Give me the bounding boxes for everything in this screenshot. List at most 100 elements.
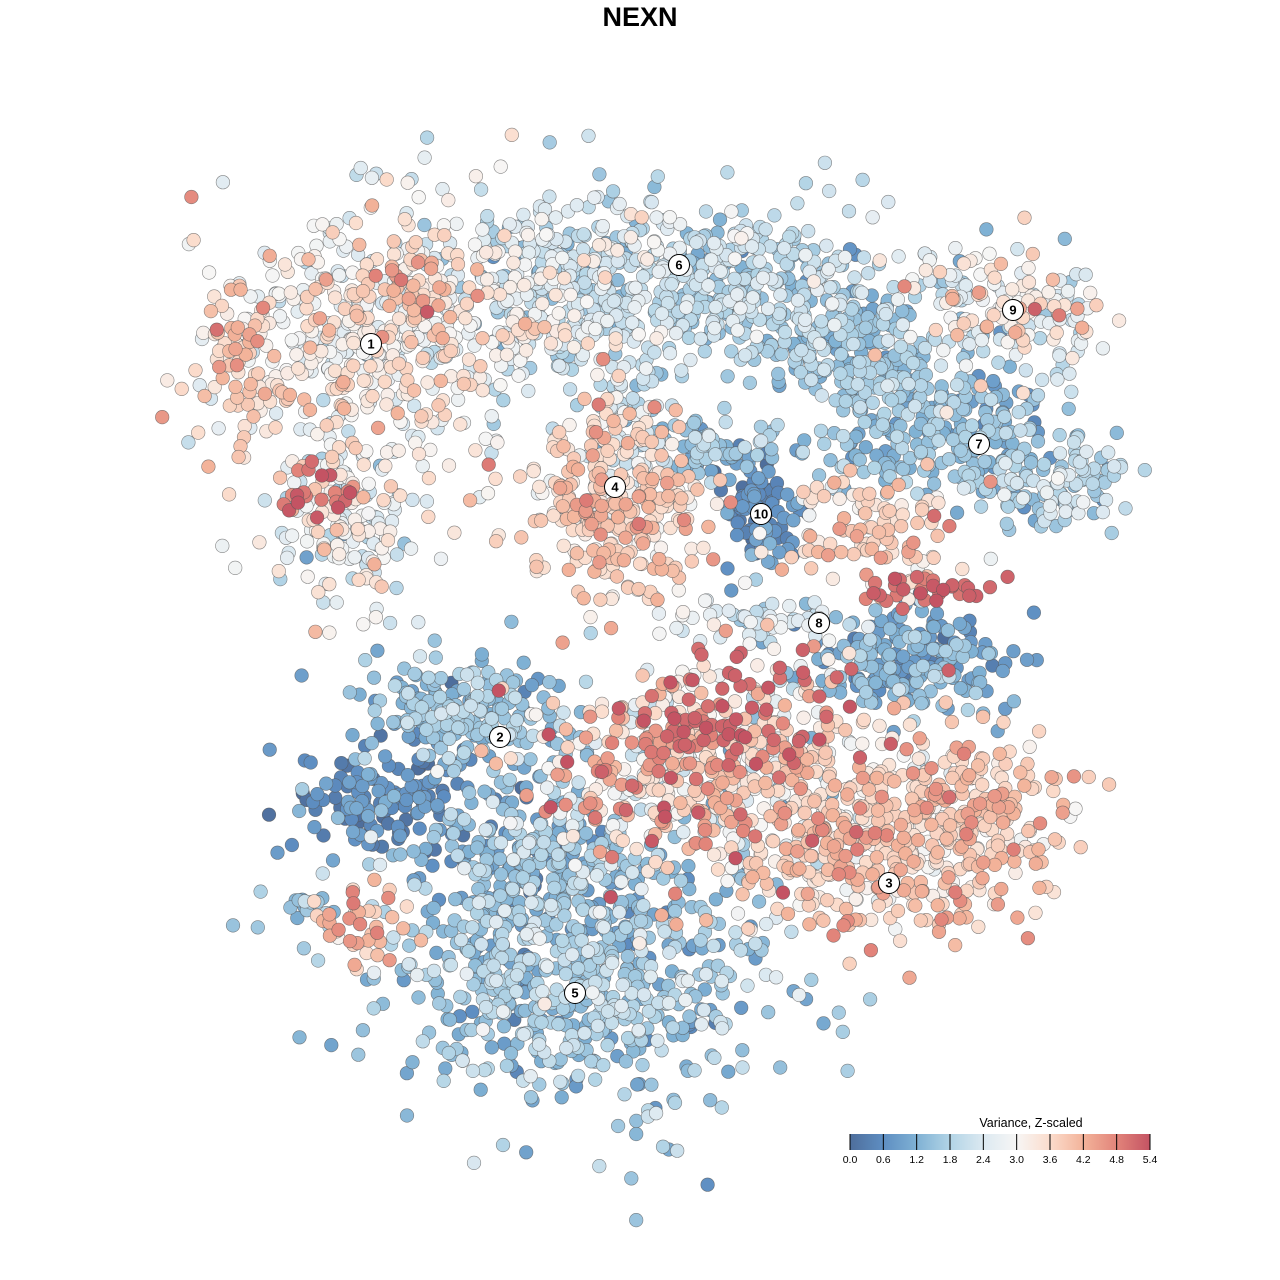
data-point bbox=[893, 339, 908, 354]
data-point bbox=[401, 686, 416, 701]
data-point bbox=[600, 313, 615, 329]
data-point bbox=[889, 429, 905, 444]
data-point bbox=[1009, 476, 1025, 491]
data-point bbox=[926, 641, 941, 657]
data-point bbox=[357, 751, 372, 766]
data-point bbox=[710, 862, 726, 877]
data-point bbox=[772, 545, 787, 560]
data-point bbox=[983, 551, 998, 567]
data-point bbox=[470, 262, 485, 277]
data-point bbox=[412, 649, 428, 664]
data-point bbox=[480, 272, 495, 287]
data-point bbox=[629, 1126, 644, 1142]
data-point bbox=[827, 317, 842, 333]
data-point bbox=[477, 784, 492, 799]
data-point bbox=[610, 1118, 626, 1134]
data-point bbox=[650, 169, 665, 184]
data-point bbox=[561, 562, 576, 578]
data-point bbox=[714, 1100, 729, 1115]
data-point bbox=[222, 487, 237, 502]
data-point bbox=[503, 815, 518, 831]
data-point bbox=[1045, 272, 1060, 287]
data-point bbox=[473, 359, 488, 374]
data-point bbox=[779, 257, 794, 272]
data-point bbox=[895, 317, 911, 332]
data-point bbox=[770, 417, 785, 433]
data-point bbox=[327, 363, 343, 378]
data-point bbox=[555, 499, 570, 514]
data-point bbox=[589, 868, 605, 883]
data-point bbox=[846, 336, 861, 352]
data-point bbox=[534, 212, 549, 227]
data-point bbox=[437, 228, 452, 243]
data-point bbox=[737, 575, 753, 590]
data-point bbox=[583, 625, 598, 641]
data-point bbox=[882, 503, 897, 519]
data-point bbox=[337, 401, 352, 416]
data-point bbox=[284, 837, 300, 853]
data-point bbox=[365, 198, 380, 213]
data-point bbox=[606, 294, 622, 309]
data-point bbox=[819, 238, 834, 253]
data-point bbox=[971, 919, 986, 934]
data-point bbox=[790, 196, 805, 211]
data-point bbox=[605, 955, 620, 971]
data-point bbox=[383, 479, 399, 494]
data-point bbox=[698, 204, 714, 219]
data-point bbox=[868, 675, 883, 690]
data-point bbox=[1101, 445, 1116, 460]
data-point bbox=[687, 430, 703, 445]
data-point bbox=[992, 746, 1007, 761]
data-point bbox=[913, 444, 929, 460]
data-point bbox=[529, 559, 544, 574]
data-point bbox=[780, 487, 795, 502]
data-point bbox=[624, 1171, 639, 1186]
data-point bbox=[1050, 471, 1066, 486]
data-point bbox=[399, 1108, 415, 1123]
data-point bbox=[441, 458, 457, 473]
data-point bbox=[1017, 210, 1032, 225]
data-point bbox=[271, 563, 286, 579]
data-point bbox=[796, 710, 811, 725]
data-point bbox=[798, 248, 813, 263]
data-point bbox=[428, 650, 443, 665]
data-point bbox=[441, 193, 456, 208]
data-point bbox=[269, 406, 284, 421]
data-point bbox=[257, 493, 272, 508]
data-point bbox=[1052, 428, 1067, 443]
data-point bbox=[751, 894, 767, 909]
data-point bbox=[537, 996, 552, 1012]
data-point bbox=[348, 215, 364, 231]
data-point bbox=[1066, 435, 1082, 450]
data-point bbox=[588, 1072, 603, 1087]
data-point bbox=[998, 425, 1014, 441]
data-point bbox=[473, 1082, 488, 1097]
data-point bbox=[835, 1024, 850, 1039]
data-point bbox=[652, 626, 667, 641]
data-point bbox=[571, 775, 586, 790]
data-point bbox=[1095, 504, 1110, 520]
data-point bbox=[683, 352, 698, 368]
data-point bbox=[765, 834, 781, 849]
data-point bbox=[618, 920, 634, 935]
data-point bbox=[557, 271, 572, 286]
data-point bbox=[590, 1018, 606, 1034]
data-point bbox=[771, 366, 786, 382]
data-point bbox=[215, 175, 230, 190]
data-point bbox=[1061, 401, 1076, 416]
data-point bbox=[782, 598, 797, 614]
data-point bbox=[460, 667, 475, 682]
data-point bbox=[674, 491, 689, 506]
data-point bbox=[949, 377, 965, 392]
data-point bbox=[474, 182, 489, 197]
data-point bbox=[750, 448, 765, 463]
data-point bbox=[697, 593, 713, 608]
data-point bbox=[415, 1034, 430, 1049]
data-point bbox=[735, 1043, 750, 1058]
data-point bbox=[865, 395, 880, 410]
data-point bbox=[661, 995, 677, 1011]
data-point bbox=[608, 331, 623, 346]
data-point bbox=[587, 190, 602, 205]
data-point bbox=[884, 393, 899, 408]
